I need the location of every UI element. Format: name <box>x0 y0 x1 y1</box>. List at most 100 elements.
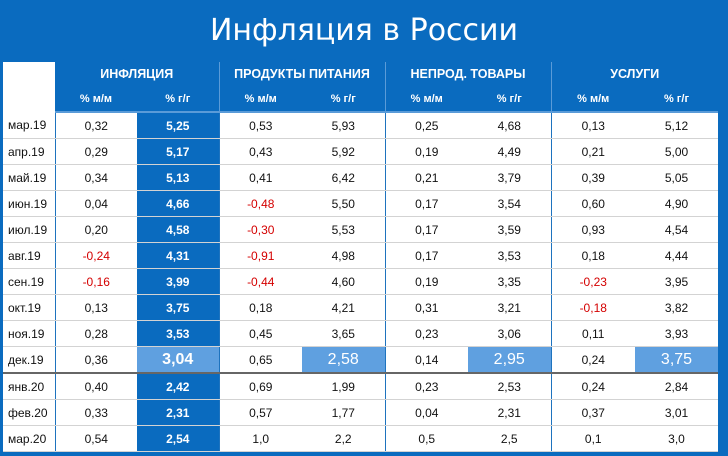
cell-mm: -0,18 <box>550 294 635 321</box>
cell-yy: 3,01 <box>635 399 718 426</box>
cell-yy: 4,49 <box>468 138 551 165</box>
cell-mm: 0,34 <box>54 164 137 191</box>
cell-mm: 0,17 <box>384 216 468 243</box>
table-row: окт.19 0,13 3,75 0,18 4,21 0,31 3,21 -0,18 3,82 <box>3 294 718 321</box>
cell-yy: 3,04 <box>137 346 219 374</box>
row-month: окт.19 <box>3 294 55 321</box>
cell-yy: 4,31 <box>137 242 219 269</box>
cell-mm: 0,36 <box>54 346 137 374</box>
cell-yy: 3,82 <box>635 294 718 321</box>
cell-yy: 2,84 <box>635 373 718 400</box>
cell-yy: 4,68 <box>468 112 551 139</box>
cell-yy: 2,31 <box>468 399 551 426</box>
group-header-nonfood: НЕПРОД. ТОВАРЫ <box>384 62 551 86</box>
table-row: ноя.19 0,28 3,53 0,45 3,65 0,23 3,06 0,11 3,93 <box>3 320 718 347</box>
cell-yy: 5,53 <box>302 216 385 243</box>
subheader-yy: % г/г <box>468 86 551 113</box>
table-row: июл.19 0,20 4,58 -0,30 5,53 0,17 3,59 0,93 4,54 <box>3 216 718 243</box>
cell-mm: 0,1 <box>550 425 635 452</box>
cell-mm: 0,18 <box>550 242 635 269</box>
cell-yy: 3,99 <box>137 268 219 295</box>
cell-yy: 3,54 <box>468 190 551 217</box>
table-row: июн.19 0,04 4,66 -0,48 5,50 0,17 3,54 0,60 4,90 <box>3 190 718 217</box>
page-title: Инфляция в России <box>209 13 519 48</box>
cell-mm: 0,39 <box>550 164 635 191</box>
cell-yy: 3,53 <box>137 320 219 347</box>
subheader-mm: % м/м <box>384 86 468 113</box>
cell-yy: 4,54 <box>635 216 718 243</box>
table-row: май.19 0,34 5,13 0,41 6,42 0,21 3,79 0,39 5,05 <box>3 164 718 191</box>
cell-yy: 3,21 <box>468 294 551 321</box>
cell-mm: 0,60 <box>550 190 635 217</box>
cell-mm: 0,37 <box>550 399 635 426</box>
cell-yy: 2,53 <box>468 373 551 400</box>
cell-mm: -0,24 <box>54 242 137 269</box>
cell-yy: 5,17 <box>137 138 219 165</box>
cell-yy: 5,92 <box>302 138 385 165</box>
cell-yy: 1,77 <box>302 399 385 426</box>
table-row: авг.19 -0,24 4,31 -0,91 4,98 0,17 3,53 0,18 4,44 <box>3 242 718 269</box>
cell-mm: 0,41 <box>218 164 302 191</box>
cell-yy: 5,00 <box>635 138 718 165</box>
subheader-row: % м/м % г/г % м/м % г/г % м/м % г/г % м/… <box>3 86 718 113</box>
table-row: мар.20 0,54 2,54 1,0 2,2 0,5 2,5 0,1 3,0 <box>3 425 718 452</box>
cell-mm: 0,21 <box>384 164 468 191</box>
cell-mm: 0,13 <box>54 294 137 321</box>
group-header-services: УСЛУГИ <box>550 62 718 86</box>
cell-mm: 0,13 <box>550 112 635 139</box>
row-month: апр.19 <box>3 138 55 165</box>
cell-yy: 2,2 <box>302 425 385 452</box>
subheader-mm: % м/м <box>55 86 137 113</box>
cell-yy: 3,93 <box>635 320 718 347</box>
cell-mm: 0,24 <box>550 373 635 400</box>
cell-yy: 3,35 <box>468 268 551 295</box>
cell-mm: 0,33 <box>54 399 137 426</box>
cell-mm: -0,48 <box>218 190 302 217</box>
table-row: апр.19 0,29 5,17 0,43 5,92 0,19 4,49 0,21 5,00 <box>3 138 718 165</box>
row-month: фев.20 <box>3 399 55 426</box>
cell-yy: 4,21 <box>302 294 385 321</box>
cell-mm: 0,93 <box>550 216 635 243</box>
cell-mm: 0,31 <box>384 294 468 321</box>
cell-mm: 0,40 <box>54 373 137 400</box>
cell-yy: 3,95 <box>635 268 718 295</box>
row-month: сен.19 <box>3 268 55 295</box>
cell-yy: 6,42 <box>302 164 385 191</box>
row-month: май.19 <box>3 164 55 191</box>
cell-yy: 2,31 <box>137 399 219 426</box>
table-row: фев.20 0,33 2,31 0,57 1,77 0,04 2,31 0,37 3,01 <box>3 399 718 426</box>
cell-yy: 3,75 <box>137 294 219 321</box>
subheader-mm: % м/м <box>550 86 635 113</box>
cell-yy: 5,13 <box>137 164 219 191</box>
cell-yy: 3,75 <box>635 346 718 374</box>
cell-mm: 0,29 <box>54 138 137 165</box>
cell-mm: 0,14 <box>384 346 468 374</box>
cell-mm: 0,11 <box>550 320 635 347</box>
row-month: янв.20 <box>3 373 55 400</box>
cell-mm: 0,04 <box>384 399 468 426</box>
row-month: июн.19 <box>3 190 55 217</box>
table-body: мар.19 0,32 5,25 0,53 5,93 0,25 4,68 0,13 5,12 ап… <box>3 112 718 452</box>
row-month: ноя.19 <box>3 320 55 347</box>
table-row: янв.20 0,40 2,42 0,69 1,99 0,23 2,53 0,24 2,84 <box>3 373 718 400</box>
cell-yy: 3,59 <box>468 216 551 243</box>
cell-yy: 2,42 <box>137 373 219 400</box>
cell-mm: -0,16 <box>54 268 137 295</box>
row-month: мар.19 <box>3 112 55 139</box>
row-month: июл.19 <box>3 216 55 243</box>
row-month: авг.19 <box>3 242 55 269</box>
cell-mm: 0,65 <box>218 346 302 374</box>
cell-yy: 4,90 <box>635 190 718 217</box>
table-row: мар.19 0,32 5,25 0,53 5,93 0,25 4,68 0,13 5,12 <box>3 112 718 139</box>
cell-yy: 3,0 <box>635 425 718 452</box>
cell-mm: 0,25 <box>384 112 468 139</box>
group-header-row: ИНФЛЯЦИЯ ПРОДУКТЫ ПИТАНИЯ НЕПРОД. ТОВАРЫ… <box>3 62 718 112</box>
cell-yy: 4,98 <box>302 242 385 269</box>
cell-mm: 0,18 <box>218 294 302 321</box>
cell-mm: 1,0 <box>218 425 302 452</box>
cell-yy: 4,58 <box>137 216 219 243</box>
cell-yy: 3,65 <box>302 320 385 347</box>
cell-yy: 4,60 <box>302 268 385 295</box>
cell-mm: 0,45 <box>218 320 302 347</box>
cell-mm: 0,54 <box>54 425 137 452</box>
